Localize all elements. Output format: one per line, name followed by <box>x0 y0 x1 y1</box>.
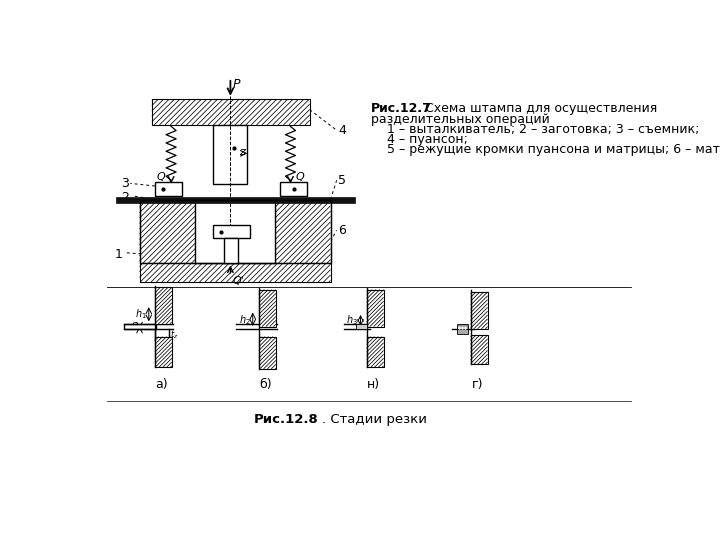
Text: Рис.12.8: Рис.12.8 <box>253 413 318 426</box>
Bar <box>124 323 156 329</box>
Text: Q': Q' <box>233 276 245 286</box>
Bar <box>366 289 384 327</box>
Text: Q: Q <box>296 172 305 182</box>
Bar <box>140 200 330 264</box>
Text: 4: 4 <box>338 124 346 137</box>
Text: 1 – выталкиватель; 2 – заготовка; 3 – съемник;: 1 – выталкиватель; 2 – заготовка; 3 – съ… <box>371 123 699 136</box>
Text: S: S <box>132 322 138 330</box>
Text: z: z <box>239 147 245 157</box>
Bar <box>456 325 467 329</box>
Bar <box>471 335 487 365</box>
Bar <box>212 225 250 238</box>
Bar <box>275 200 330 264</box>
Text: 5: 5 <box>338 174 346 187</box>
Bar <box>140 264 330 282</box>
Text: $h_2$: $h_2$ <box>239 313 251 327</box>
Bar <box>195 200 275 264</box>
Text: б): б) <box>259 378 272 391</box>
Bar <box>366 336 384 367</box>
Bar <box>117 197 355 202</box>
Text: Q: Q <box>157 172 166 182</box>
Text: 2: 2 <box>121 191 129 204</box>
Bar <box>152 99 310 125</box>
Bar <box>259 289 276 327</box>
Text: н): н) <box>367 378 380 391</box>
Bar <box>356 323 366 329</box>
Bar <box>155 336 172 367</box>
Bar <box>279 182 307 195</box>
Text: . Схема штампа для осуществления: . Схема штампа для осуществления <box>417 102 657 115</box>
Text: . Стадии резки: . Стадии резки <box>322 413 427 426</box>
Text: Рис.12.7: Рис.12.7 <box>371 102 431 115</box>
Text: г): г) <box>472 378 483 391</box>
Bar <box>155 287 172 325</box>
Text: а): а) <box>156 378 168 391</box>
Text: 5 – режущие кромки пуансона и матрицы; 6 – матрица: 5 – режущие кромки пуансона и матрицы; 6… <box>371 143 720 157</box>
Text: 3: 3 <box>121 177 129 190</box>
Text: P: P <box>233 78 240 91</box>
Text: 6: 6 <box>338 224 346 237</box>
Text: 1: 1 <box>115 248 123 261</box>
Bar <box>140 200 195 264</box>
Text: z: z <box>146 322 150 331</box>
Bar <box>213 125 248 184</box>
Text: $h_3$: $h_3$ <box>346 314 359 327</box>
Text: разделительных операций: разделительных операций <box>371 112 549 125</box>
Text: $t_z$: $t_z$ <box>171 329 179 341</box>
Text: $h_1$: $h_1$ <box>135 307 146 321</box>
Bar <box>456 329 467 334</box>
Text: 4 – пуансон;: 4 – пуансон; <box>371 133 467 146</box>
Bar <box>155 182 182 195</box>
Bar <box>259 336 276 369</box>
Bar <box>471 292 487 329</box>
Bar <box>224 238 238 264</box>
Text: $\beta$: $\beta$ <box>372 309 379 323</box>
